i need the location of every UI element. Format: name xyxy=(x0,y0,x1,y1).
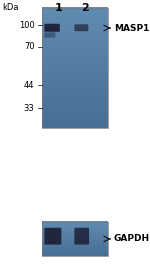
Text: MASP1: MASP1 xyxy=(114,23,149,33)
Text: 44: 44 xyxy=(24,81,34,90)
FancyBboxPatch shape xyxy=(74,24,88,31)
Text: 2: 2 xyxy=(82,3,89,13)
Text: kDa: kDa xyxy=(2,3,19,12)
FancyBboxPatch shape xyxy=(44,24,60,32)
Text: 1: 1 xyxy=(55,3,62,13)
Text: 70: 70 xyxy=(24,42,34,51)
FancyBboxPatch shape xyxy=(44,228,61,245)
Bar xyxy=(42,8,108,128)
FancyBboxPatch shape xyxy=(74,228,89,245)
Text: 33: 33 xyxy=(24,104,34,113)
Text: GAPDH: GAPDH xyxy=(114,234,150,244)
FancyBboxPatch shape xyxy=(44,32,55,38)
Bar xyxy=(42,222,108,256)
Text: 100: 100 xyxy=(19,21,34,30)
